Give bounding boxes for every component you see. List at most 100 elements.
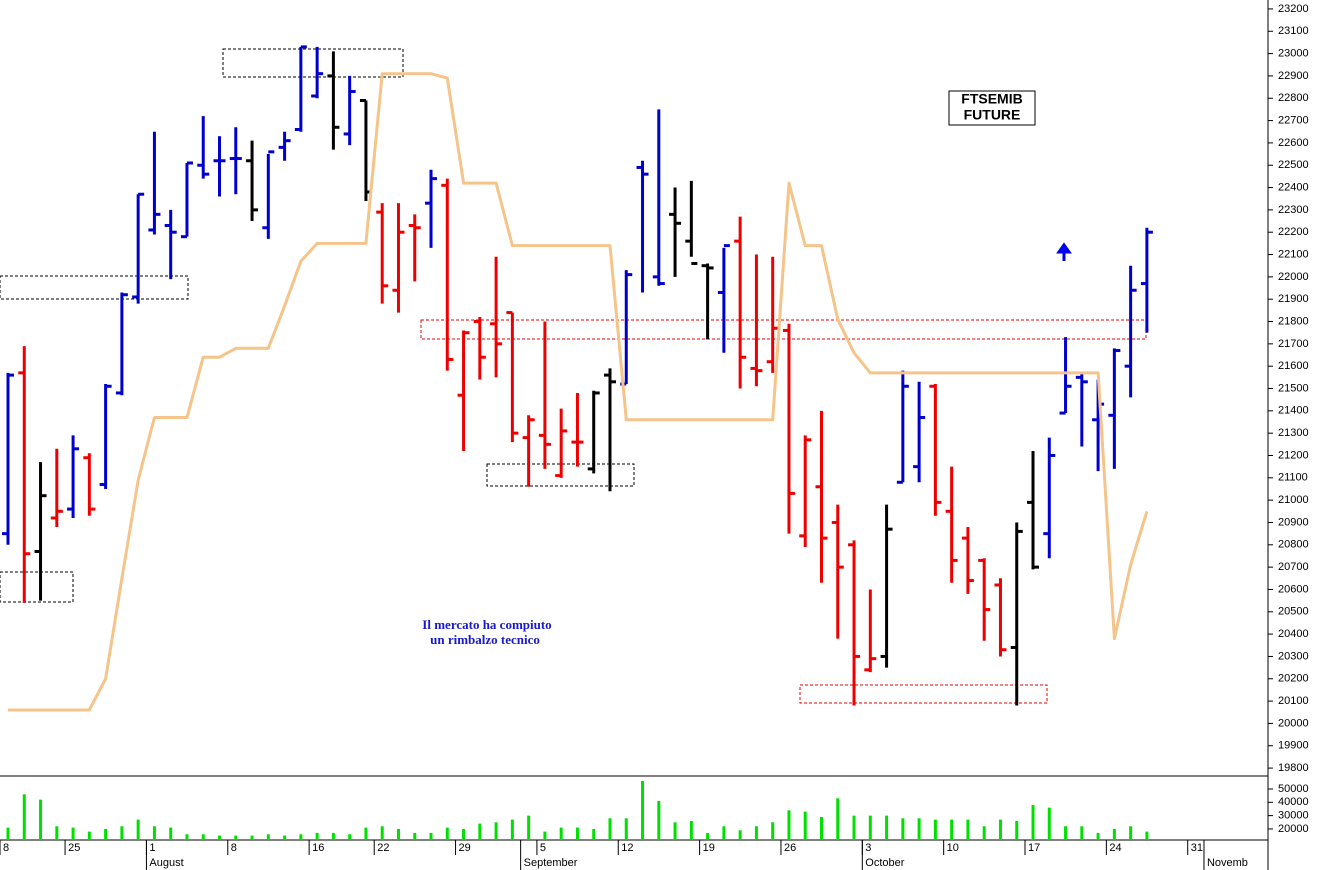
volume-bar — [527, 815, 531, 840]
volume-bar — [299, 834, 303, 840]
x-tick-label: 5 — [540, 842, 546, 854]
volume-bar — [868, 815, 872, 840]
y-tick-label: 20200 — [1278, 673, 1309, 685]
x-tick-label: 1 — [149, 842, 155, 854]
y-tick-label: 20000 — [1278, 717, 1309, 729]
x-tick-label: 8 — [3, 842, 9, 854]
y-tick-label: 21800 — [1278, 315, 1309, 327]
volume-bar — [754, 826, 758, 840]
volume-bar — [641, 780, 645, 840]
volume-bar — [624, 818, 628, 840]
x-tick-label: 31 — [1191, 842, 1203, 854]
volume-bar — [87, 831, 91, 840]
y-tick-label: 23000 — [1278, 47, 1309, 59]
volume-bar — [1047, 807, 1051, 840]
annotation: un rimbalzo tecnico — [430, 632, 540, 647]
y-tick-label: 20300 — [1278, 650, 1309, 662]
volume-bar — [348, 834, 352, 840]
y-tick-label: 23100 — [1278, 25, 1309, 37]
volume-bar — [218, 835, 222, 840]
volume-bar — [152, 826, 156, 840]
month-label: Novemb — [1207, 857, 1248, 869]
volume-bar — [673, 822, 677, 840]
y-tick-label: 21000 — [1278, 494, 1309, 506]
y-tick-label: 21500 — [1278, 382, 1309, 394]
zones — [0, 48, 1147, 704]
x-tick-label: 17 — [1028, 842, 1040, 854]
logo-box — [948, 90, 1036, 126]
volume-bar — [917, 818, 921, 840]
volume-bar — [413, 832, 417, 840]
month-label: October — [865, 857, 904, 869]
volume-bar — [706, 832, 710, 840]
volume-bar — [104, 828, 108, 840]
volume-bar — [803, 811, 807, 840]
volume-bar — [901, 818, 905, 840]
volume-bar — [966, 819, 970, 840]
volume-bar — [998, 819, 1002, 840]
chart-title: FTSEMIB — [961, 91, 1022, 107]
volume-bar — [234, 835, 238, 840]
volume-bar — [266, 834, 270, 840]
annotation: Il mercato ha compiuto — [422, 617, 551, 632]
y-tick-label: 19900 — [1278, 740, 1309, 752]
y-tick-label: 21600 — [1278, 360, 1309, 372]
zone-box — [486, 463, 635, 487]
x-tick-label: 3 — [865, 842, 871, 854]
volume-bar — [429, 832, 433, 840]
volume-bar — [1031, 804, 1035, 840]
x-tick-label: 22 — [377, 842, 389, 854]
y-tick-label: 21400 — [1278, 405, 1309, 417]
y-tick-label: 20100 — [1278, 695, 1309, 707]
volume-bar — [55, 826, 59, 840]
x-tick-label: 25 — [68, 842, 80, 854]
y-tick-label: 22800 — [1278, 92, 1309, 104]
x-tick-label: 8 — [231, 842, 237, 854]
volume-bar — [315, 832, 319, 840]
volume-bar — [575, 827, 579, 840]
y-tick-label: 21700 — [1278, 338, 1309, 350]
volume-bar — [1129, 826, 1133, 840]
y-tick-label: 20400 — [1278, 628, 1309, 640]
volume-bar — [738, 830, 742, 840]
volume-bar — [608, 818, 612, 840]
volume-bar — [396, 828, 400, 840]
volume-bar — [462, 828, 466, 840]
volume-bar — [1064, 826, 1068, 840]
volume-bar — [771, 822, 775, 840]
volume-bar — [39, 799, 43, 840]
y-tick-label: 22200 — [1278, 226, 1309, 238]
y-tick-label: 40000 — [1278, 796, 1309, 808]
volume-bar — [982, 826, 986, 840]
zone-box — [0, 571, 74, 603]
zone-box — [420, 319, 1147, 340]
volume-bar — [1080, 826, 1084, 840]
arrow — [1056, 242, 1072, 261]
y-tick-label: 20800 — [1278, 539, 1309, 551]
month-label: August — [149, 857, 183, 869]
month-label: September — [524, 857, 578, 869]
volume-bar — [136, 819, 140, 840]
y-tick-label: 22900 — [1278, 70, 1309, 82]
zone-box — [222, 48, 404, 78]
volume-bar — [1112, 828, 1116, 840]
x-tick-label: 10 — [947, 842, 959, 854]
y-tick-label: 20000 — [1278, 823, 1309, 835]
volume-bar — [543, 831, 547, 840]
line-series — [8, 72, 1149, 712]
y-tick-label: 21100 — [1278, 472, 1308, 484]
volume-bar — [185, 834, 189, 840]
chart-subtitle: FUTURE — [964, 107, 1021, 123]
y-tick-label: 22700 — [1278, 114, 1309, 126]
x-tick-label: 26 — [784, 842, 796, 854]
y-tick-label: 22000 — [1278, 271, 1309, 283]
volume-bar — [787, 810, 791, 840]
volume-bar — [933, 819, 937, 840]
volume-bar — [1015, 820, 1019, 840]
volume-bar — [331, 832, 335, 840]
y-tick-label: 22400 — [1278, 181, 1309, 193]
y-tick-label: 22500 — [1278, 159, 1309, 171]
y-tick-label: 21200 — [1278, 449, 1309, 461]
y-tick-label: 20600 — [1278, 583, 1309, 595]
